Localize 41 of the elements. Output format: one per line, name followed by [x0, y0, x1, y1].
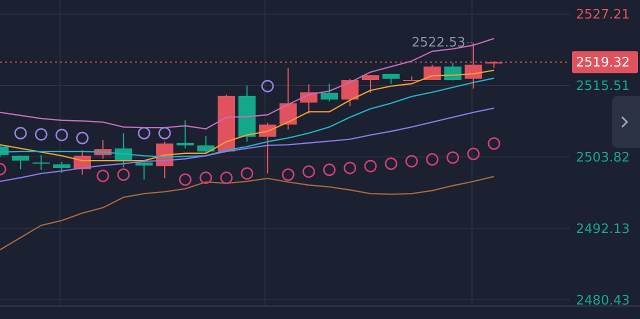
point: [344, 162, 356, 174]
candlestick: [444, 62, 462, 82]
point: [426, 153, 438, 166]
point: [34, 128, 48, 141]
point: [261, 80, 274, 92]
candlestick: [12, 155, 30, 170]
point: [14, 126, 27, 140]
point: [240, 167, 254, 180]
point: [220, 171, 233, 184]
candlestick: [280, 67, 297, 130]
point: [302, 165, 315, 178]
ref-line-label: 2519.32: [576, 56, 630, 71]
point: [56, 128, 68, 142]
point: [179, 173, 192, 186]
point: [364, 160, 377, 172]
candlestick: [197, 136, 214, 154]
line-series: [0, 107, 495, 182]
candlestick: [53, 161, 70, 174]
point: [488, 137, 500, 150]
point: [384, 157, 398, 170]
y-tick-label: 2515.51: [576, 79, 630, 94]
point: [446, 151, 460, 164]
point: [405, 154, 418, 168]
point: [76, 132, 89, 144]
candlestick: [362, 74, 380, 94]
y-tick-label: 2492.13: [576, 222, 630, 237]
candlestick: [135, 160, 153, 180]
point: [467, 148, 480, 160]
point: [158, 126, 171, 140]
point: [96, 170, 110, 182]
point: [200, 171, 212, 184]
candlestick: [176, 120, 194, 150]
y-tick-label: 2503.82: [576, 150, 630, 166]
point: [323, 164, 336, 176]
annotation: 2522.53: [412, 36, 466, 51]
point: [138, 126, 150, 140]
y-tick-label: 2527.21: [576, 8, 630, 23]
point: [117, 168, 130, 181]
candlestick: [320, 83, 338, 102]
y-tick-label: 2480.43: [576, 293, 630, 308]
point: [282, 168, 294, 181]
